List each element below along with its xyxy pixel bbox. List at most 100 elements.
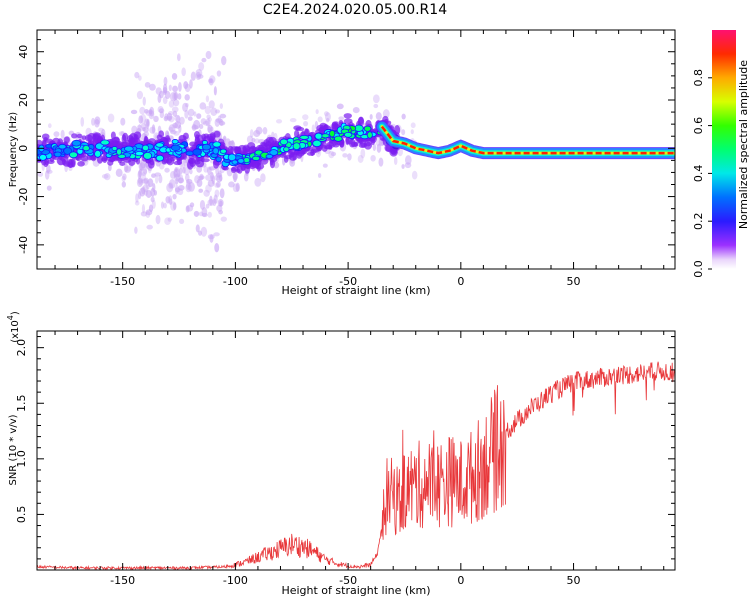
spectrogram-peak-cell <box>363 125 372 132</box>
spectrogram-peak-cell <box>283 146 290 152</box>
spectrogram-noise-cell <box>315 109 319 115</box>
spectrogram-noise-cell <box>323 111 329 117</box>
spectrogram-noise-cell <box>193 210 200 217</box>
spectrogram-noise-cell <box>138 75 142 81</box>
spectrogram-peak-cell <box>58 143 67 150</box>
spectrogram-noise-cell <box>221 55 227 66</box>
spectrogram-noise-cell <box>219 103 224 110</box>
spectrogram-noise-cell <box>243 172 249 182</box>
spectrogram-noise-cell <box>167 110 174 116</box>
spectrogram-band-cell <box>121 134 127 144</box>
spectrogram-noise-cell <box>168 84 172 92</box>
spectrogram-band-cell <box>201 158 210 163</box>
spectrogram-noise-cell <box>213 86 217 96</box>
spectrogram-noise-cell <box>210 126 214 132</box>
spectrogram-peak-cell <box>170 144 181 152</box>
spectrogram-peak-cell <box>82 145 90 152</box>
spectrogram-noise-cell <box>168 100 175 108</box>
spectrogram-noise-cell <box>225 138 231 148</box>
spectrogram-noise-cell <box>208 100 215 109</box>
spectrogram-noise-cell <box>375 112 382 121</box>
spectrogram-noise-cell <box>149 83 156 91</box>
spectrogram-noise-cell <box>205 184 212 193</box>
spectrogram-noise-cell <box>235 182 240 192</box>
spectrogram-noise-cell <box>207 179 215 187</box>
spectrogram-noise-cell <box>173 168 178 178</box>
spectrogram-peak-cell <box>312 139 322 148</box>
spectrogram-noise-cell <box>194 175 200 184</box>
spectrogram-noise-cell <box>47 123 52 129</box>
spectrogram-noise-cell <box>210 107 218 116</box>
spectrogram-noise-cell <box>382 109 390 119</box>
spectrogram-noise-cell <box>410 122 416 129</box>
spectrogram-noise-cell <box>172 99 180 107</box>
spectrogram-noise-cell <box>262 126 268 135</box>
spectrogram-noise-cell <box>188 182 195 192</box>
spectrogram-peak-cell <box>143 151 153 160</box>
spectrogram-noise-cell <box>171 72 178 80</box>
spectrogram-noise-cell <box>153 115 159 123</box>
spectrogram-noise-cell <box>352 106 360 114</box>
spectrogram-noise-cell <box>53 131 60 138</box>
spectrogram-band-cell <box>173 160 182 166</box>
spectrogram-noise-cell <box>163 76 168 86</box>
spectrogram-peak-cell <box>185 150 194 156</box>
spectrogram-noise-cell <box>138 162 145 171</box>
spectrogram-band-cell <box>108 157 116 163</box>
snr-x-axis-label: Height of straight line (km) <box>281 584 430 597</box>
spectrogram-band-cell <box>294 129 300 139</box>
spectrogram-noise-cell <box>60 129 65 139</box>
spectrogram-noise-cell <box>289 117 297 123</box>
spectrogram-band-cell <box>288 152 298 161</box>
spectrogram-noise-cell <box>210 171 214 182</box>
spectrogram-noise-cell <box>46 185 52 191</box>
spectrogram-noise-cell <box>167 115 172 121</box>
spectrogram-x-axis-label: Height of straight line (km) <box>281 284 430 297</box>
spectrogram-noise-cell <box>183 81 189 89</box>
snr-axes-frame <box>36 330 676 571</box>
spectrogram-noise-cell <box>168 195 173 205</box>
spectrogram-noise-cell <box>145 190 152 198</box>
spectrogram-noise-cell <box>182 166 186 174</box>
spectrogram-noise-cell <box>214 118 220 127</box>
spectrogram-noise-cell <box>193 111 197 117</box>
spectrogram-noise-cell <box>144 81 151 88</box>
spectrogram-noise-cell <box>218 174 223 182</box>
spectrogram-peak-cell <box>314 132 323 140</box>
spectrogram-noise-cell <box>137 191 142 200</box>
spectrogram-noise-cell <box>182 102 189 113</box>
spectrogram-noise-cell <box>189 168 193 175</box>
spectrogram-peak-cell <box>116 148 123 156</box>
snr-x-tick-label: 50 <box>567 574 581 587</box>
spectrogram-band-cell <box>189 158 197 168</box>
spectrogram-noise-cell <box>372 143 377 152</box>
spectrogram-noise-cell <box>222 136 227 141</box>
spectrogram-noise-cell <box>205 174 212 181</box>
snr-panel: -150 -100 -50 0 50 0.5 1.0 1.5 2.0 SNR (10 * v/v)… <box>6 311 676 597</box>
spectrogram-noise-cell <box>142 96 146 106</box>
spectrogram-peak-cell <box>219 148 227 154</box>
spectrogram-noise-cell <box>249 129 254 138</box>
spectrogram-noise-cell <box>411 170 418 180</box>
spectrogram-noise-cell <box>251 137 256 143</box>
spectrogram-noise-cell <box>201 57 207 63</box>
spectrogram-noise-cell <box>189 202 195 208</box>
snr-x-tick-label: 0 <box>457 574 464 587</box>
spectrogram-peak-cell <box>279 138 289 146</box>
spectrogram-peak-cell <box>269 149 279 156</box>
spectrogram-noise-cell <box>168 124 176 133</box>
snr-scale-close: ) <box>10 311 21 315</box>
spectrogram-noise-cell <box>198 188 204 193</box>
spectrogram-noise-cell <box>207 199 215 207</box>
spectrogram-noise-cell <box>171 106 179 113</box>
spectrogram-peak-cell <box>141 144 150 152</box>
spectrogram-noise-cell <box>136 124 143 133</box>
colorbar-fill <box>712 30 736 269</box>
spectrogram-noise-cell <box>401 164 405 169</box>
spectrogram-band-cell <box>260 141 266 147</box>
spectrogram-noise-cell <box>213 194 218 204</box>
spectrogram-peak-cell <box>100 139 110 146</box>
spectrogram-noise-cell <box>169 198 173 205</box>
spectrogram-noise-cell <box>135 193 139 203</box>
spectrogram-noise-cell <box>175 177 179 185</box>
